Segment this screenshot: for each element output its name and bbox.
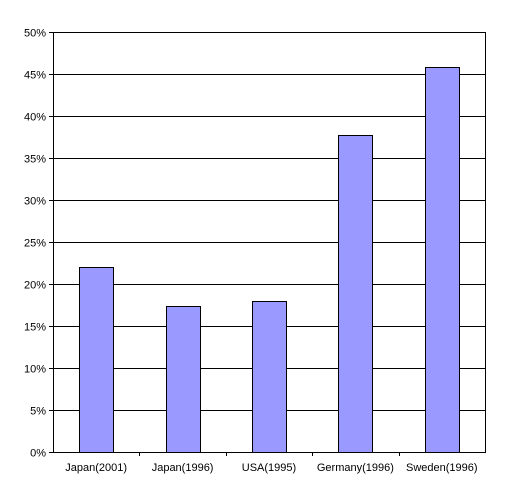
bar: [166, 306, 201, 453]
y-tick-label: 10%: [24, 364, 46, 376]
axes: [49, 32, 486, 456]
x-tick-label: Germany(1996): [317, 462, 394, 474]
y-tick-label: 25%: [24, 238, 46, 250]
tick-labels: 0% 5% 10% 15% 20% 25% 30% 35% 40% 45% 50% Japan(200…: [24, 28, 478, 475]
y-tick-label: 5%: [30, 406, 46, 418]
x-tick-label: USA(1995): [242, 462, 296, 474]
y-tick-label: 15%: [24, 322, 46, 334]
x-tick-label: Japan(1996): [152, 462, 214, 474]
y-tick-label: 0%: [30, 448, 46, 460]
y-tick-label: 30%: [24, 196, 46, 208]
bar: [425, 67, 460, 453]
bar: [79, 267, 114, 453]
x-tick-label: Sweden(1996): [406, 462, 478, 474]
y-tick-label: 45%: [24, 70, 46, 82]
y-tick-label: 40%: [24, 112, 46, 124]
y-tick-label: 35%: [24, 154, 46, 166]
bars: [79, 67, 460, 453]
y-tick-label: 50%: [24, 28, 46, 40]
y-tick-label: 20%: [24, 280, 46, 292]
bar: [338, 135, 373, 453]
x-tick-label: Japan(2001): [65, 462, 127, 474]
plot-area-frame: [53, 32, 486, 453]
bar: [252, 301, 287, 453]
